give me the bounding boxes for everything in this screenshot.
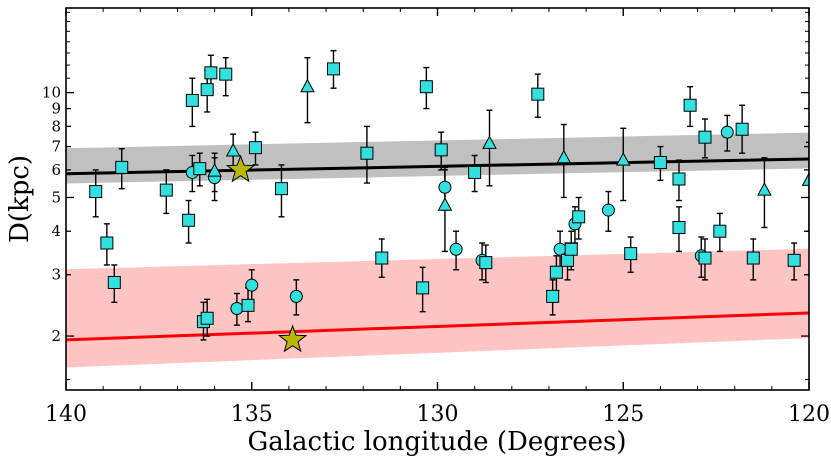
y-tick-label: 9 bbox=[51, 100, 61, 118]
marker-layer bbox=[89, 62, 809, 329]
triangle-marker bbox=[801, 172, 809, 186]
square-marker bbox=[200, 311, 214, 325]
square-marker bbox=[564, 242, 578, 256]
circle-marker bbox=[449, 242, 463, 256]
square-marker bbox=[204, 66, 218, 80]
circle-marker bbox=[230, 301, 244, 315]
square-marker bbox=[416, 281, 430, 295]
square-marker bbox=[561, 253, 575, 267]
y-tick-label: 7 bbox=[51, 138, 61, 156]
square-marker bbox=[746, 251, 760, 265]
square-marker bbox=[713, 224, 727, 238]
square-marker bbox=[326, 62, 340, 76]
upper-band-upper-edge bbox=[66, 132, 809, 150]
square-marker bbox=[672, 172, 686, 186]
circle-marker bbox=[245, 278, 259, 292]
y-axis-title: D(kpc) bbox=[5, 155, 35, 243]
x-tick-label: 135 bbox=[231, 402, 273, 427]
x-tick-label: 140 bbox=[45, 402, 87, 427]
square-marker bbox=[274, 182, 288, 196]
square-marker bbox=[624, 247, 638, 261]
square-marker bbox=[360, 146, 374, 160]
square-marker bbox=[89, 185, 103, 199]
star-marker bbox=[277, 324, 308, 353]
lower-band-upper-edge bbox=[66, 248, 809, 271]
triangle-marker bbox=[225, 142, 241, 157]
square-marker bbox=[100, 236, 114, 250]
square-marker bbox=[549, 265, 563, 279]
square-marker bbox=[182, 213, 196, 227]
square-marker bbox=[419, 80, 433, 94]
square-marker bbox=[159, 183, 173, 197]
x-ticks: 140 135 130 125 120 bbox=[45, 8, 830, 427]
square-marker bbox=[479, 256, 493, 270]
y-tick-label: 5 bbox=[51, 188, 61, 206]
square-marker bbox=[672, 220, 686, 234]
square-marker bbox=[735, 122, 749, 136]
square-marker bbox=[107, 275, 121, 289]
triangle-marker bbox=[437, 197, 453, 211]
square-marker bbox=[375, 251, 389, 265]
square-marker bbox=[653, 156, 667, 170]
square-marker bbox=[572, 210, 586, 224]
square-marker bbox=[546, 289, 560, 303]
triangle-marker bbox=[615, 152, 631, 166]
x-tick-label: 125 bbox=[602, 402, 644, 427]
circle-marker bbox=[289, 289, 303, 303]
star-marker bbox=[225, 154, 256, 183]
y-tick-label: 6 bbox=[51, 161, 61, 179]
lower-band-center-line bbox=[66, 311, 809, 342]
star-layer bbox=[225, 154, 308, 353]
y-tick-label: 10 bbox=[42, 84, 61, 102]
x-axis-title: Galactic longitude (Degrees) bbox=[247, 427, 626, 457]
square-marker bbox=[185, 93, 199, 107]
x-tick-label: 130 bbox=[417, 402, 459, 427]
square-marker bbox=[468, 165, 482, 179]
triangle-marker bbox=[482, 135, 497, 149]
square-marker bbox=[193, 162, 207, 176]
y-tick-label: 4 bbox=[51, 222, 61, 240]
x-tick-label: 120 bbox=[788, 402, 830, 427]
lower-band-lower-edge bbox=[66, 337, 809, 368]
y-tick-label: 3 bbox=[51, 266, 61, 284]
circle-marker bbox=[601, 203, 615, 217]
y-tick-label: 2 bbox=[51, 327, 61, 345]
square-marker bbox=[115, 160, 129, 174]
bands-layer bbox=[66, 132, 809, 368]
square-marker bbox=[434, 143, 448, 157]
triangle-marker bbox=[556, 149, 572, 164]
square-marker bbox=[241, 298, 255, 312]
triangle-marker bbox=[757, 182, 772, 196]
circle-marker bbox=[720, 125, 734, 139]
square-marker bbox=[531, 87, 545, 101]
upper-band-lower-edge bbox=[66, 167, 809, 184]
square-marker bbox=[683, 98, 697, 112]
square-marker bbox=[698, 130, 712, 144]
triangle-marker bbox=[300, 78, 315, 93]
square-marker bbox=[787, 253, 801, 267]
circle-marker bbox=[438, 180, 452, 194]
square-marker bbox=[248, 141, 262, 155]
square-marker bbox=[219, 67, 233, 81]
square-marker bbox=[200, 83, 214, 97]
square-marker bbox=[698, 251, 712, 265]
circle-marker bbox=[553, 242, 567, 256]
triangle-marker bbox=[207, 163, 222, 177]
y-tick-label: 8 bbox=[51, 117, 61, 135]
